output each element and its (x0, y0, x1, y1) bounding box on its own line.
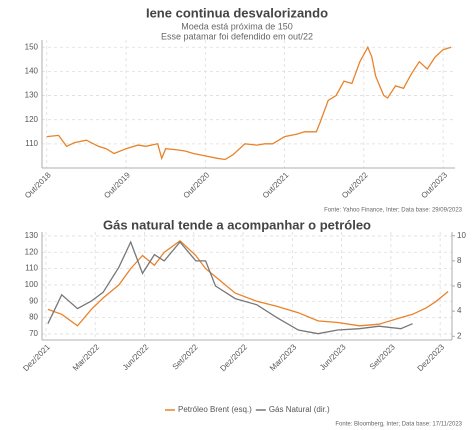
y-tick-label: 110 (25, 139, 38, 148)
y-tick-label: 130 (25, 231, 39, 240)
x-tick-label: Jun/2023 (318, 342, 348, 372)
x-tick-label: Set/2023 (368, 342, 397, 371)
chart-title: Iene continua desvalorizando (146, 5, 328, 20)
y2-tick-label: 6 (457, 281, 462, 290)
chart-subtitle: Esse patamar foi defendido em out/22 (161, 31, 313, 41)
y-tick-label: 120 (25, 247, 39, 256)
source-note: Fonte: Yahoo Finance, Inter; Data base: … (324, 208, 463, 214)
series-line (47, 239, 449, 327)
y-tick-label: 70 (29, 329, 38, 338)
x-tick-label: Dez/2023 (415, 342, 446, 373)
x-tick-label: Dez/2021 (21, 342, 52, 373)
legend-label: Gás Natural (dir.) (269, 405, 330, 414)
chart-title: Gás natural tende a acompanhar o petróle… (103, 217, 371, 232)
source-note: Fonte: Bloomberg, Inter; Data base: 17/1… (335, 422, 462, 428)
series-line (47, 240, 413, 335)
x-tick-label: Out/2020 (182, 170, 212, 200)
y-tick-label: 140 (25, 67, 39, 76)
y-tick-label: 130 (25, 91, 39, 100)
x-tick-label: Set/2022 (171, 342, 200, 371)
y2-tick-label: 8 (457, 256, 462, 265)
chart-subtitle: Moeda está próxima de 150 (181, 21, 293, 31)
y-tick-label: 100 (25, 280, 39, 289)
x-tick-label: Out/2023 (419, 170, 449, 200)
x-tick-label: Out/2018 (23, 170, 53, 200)
series-line (46, 45, 452, 161)
y2-tick-label: 2 (457, 331, 462, 340)
x-tick-label: Mar/2023 (268, 342, 299, 373)
y2-tick-label: 4 (457, 306, 462, 315)
x-tick-label: Mar/2022 (71, 342, 102, 373)
y-tick-label: 110 (25, 264, 38, 273)
y-tick-label: 120 (25, 115, 39, 124)
x-tick-label: Jun/2022 (121, 342, 151, 372)
y-tick-label: 150 (25, 42, 39, 51)
y-tick-label: 90 (29, 296, 38, 305)
y2-tick-label: 10 (457, 231, 466, 240)
x-tick-label: Out/2019 (102, 170, 132, 200)
x-tick-label: Dez/2022 (218, 342, 249, 373)
legend-label: Petróleo Brent (esq.) (178, 405, 252, 414)
x-tick-label: Out/2022 (340, 170, 370, 200)
y-tick-label: 80 (29, 313, 38, 322)
x-tick-label: Out/2021 (261, 170, 291, 200)
